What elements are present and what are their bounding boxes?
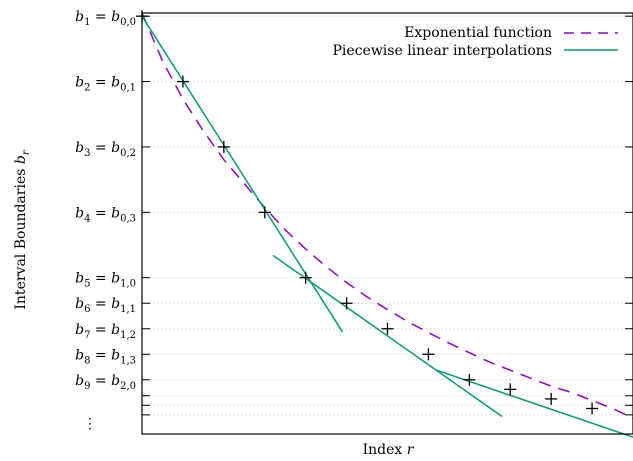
y-tick-label: b3 = b0,2 xyxy=(75,140,136,159)
x-axis-title: Index r xyxy=(363,442,415,458)
series-layer xyxy=(141,12,633,438)
y-tick-label: b6 = b1,1 xyxy=(75,296,136,315)
knot-marker xyxy=(258,206,271,219)
knot-marker xyxy=(217,140,230,153)
knot-marker xyxy=(381,322,394,335)
legend-label-exponential: Exponential function xyxy=(404,25,552,41)
series-piecewise-segment xyxy=(272,254,503,418)
y-tick-label: b7 = b1,2 xyxy=(75,322,136,341)
y-tick-label: b1 = b0,0 xyxy=(75,9,136,28)
knot-marker xyxy=(422,348,435,361)
knot-marker xyxy=(299,271,312,284)
y-tick-label: b9 = b2,0 xyxy=(75,373,136,392)
legend: Exponential function Piecewise linear in… xyxy=(333,25,618,59)
knot-marker xyxy=(340,297,353,310)
series-piecewise-segment xyxy=(141,15,344,333)
legend-label-piecewise: Piecewise linear interpolations xyxy=(333,43,552,59)
knot-marker xyxy=(504,383,517,396)
knot-marker xyxy=(176,75,189,88)
y-axis-title: Interval Boundaries br xyxy=(13,149,32,309)
series-exponential-line xyxy=(141,12,633,419)
grid-lines xyxy=(142,15,633,416)
plot-frame xyxy=(141,12,633,435)
knot-markers xyxy=(136,10,599,415)
y-tick-label: b8 = b1,3 xyxy=(75,347,136,366)
y-tick-label: b5 = b1,0 xyxy=(75,271,136,290)
knot-marker xyxy=(463,373,476,386)
y-tick-label: b2 = b0,1 xyxy=(75,75,136,94)
knot-marker xyxy=(586,402,599,415)
y-tick-label: b4 = b0,3 xyxy=(75,205,136,224)
y-tick-vdots: ⋮ xyxy=(83,416,97,432)
y-tick-labels: b1 = b0,0 b2 = b0,1 b3 = b0,2 b4 = b0,3 b5 =… xyxy=(75,9,136,392)
knot-marker xyxy=(545,392,558,405)
